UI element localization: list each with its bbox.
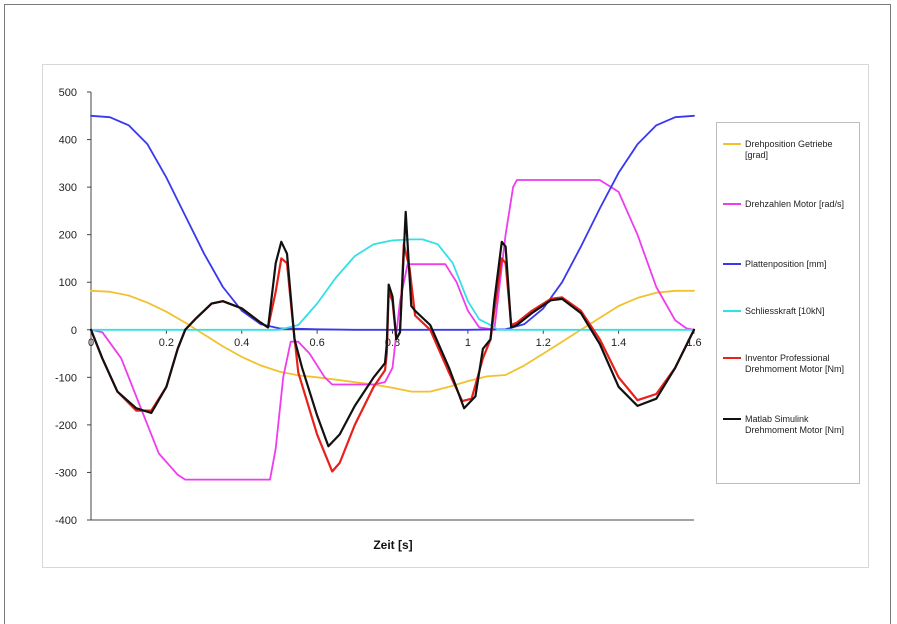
y-tick-label: 100 bbox=[59, 277, 77, 289]
x-tick-label: 0.4 bbox=[234, 337, 249, 349]
legend-label: Drehzahlen Motor [rad/s] bbox=[745, 199, 845, 209]
y-tick-label: 400 bbox=[59, 135, 77, 147]
series-line-inventor-drehmoment bbox=[89, 243, 696, 473]
legend-label: Schliesskraft [10kN] bbox=[745, 306, 825, 316]
legend-label: Matlab Simulink Drehmoment Motor [Nm] bbox=[745, 414, 845, 435]
series-line-matlab-drehmoment bbox=[89, 210, 696, 448]
legend-label: Drehposition Getriebe [grad] bbox=[745, 139, 833, 160]
y-tick-label: 200 bbox=[59, 230, 77, 242]
series-line-plattenposition bbox=[90, 114, 695, 331]
plot-layer: -400 -300 -200 -100 0 100 200 300 400 500 0 0.2 0.4 0… bbox=[55, 87, 702, 527]
legend-label: Inventor Professional Drehmoment Motor [… bbox=[745, 353, 845, 374]
y-tick-label: 500 bbox=[59, 87, 77, 99]
x-tick-label: 0 bbox=[88, 337, 94, 349]
y-tick-label: 300 bbox=[59, 182, 77, 194]
y-tick-label: -400 bbox=[55, 515, 77, 527]
y-tick-label: -100 bbox=[55, 372, 77, 384]
x-axis-title: Zeit [s] bbox=[373, 538, 412, 552]
y-tick-label: 0 bbox=[71, 325, 77, 337]
x-tick-label: 0.6 bbox=[309, 337, 324, 349]
y-tick-label: -200 bbox=[55, 420, 77, 432]
legend-swatch bbox=[723, 203, 741, 205]
legend-swatch bbox=[723, 143, 741, 145]
legend: Drehposition Getriebe [grad] Drehzahlen … bbox=[716, 122, 860, 484]
y-tick-label: -300 bbox=[55, 467, 77, 479]
x-tick-label: 1 bbox=[465, 337, 471, 349]
series-line-drehzahlen bbox=[90, 179, 695, 481]
x-tick-label: 0.2 bbox=[159, 337, 174, 349]
x-tick-label: 1.4 bbox=[611, 337, 626, 349]
legend-swatch bbox=[723, 357, 741, 359]
legend-swatch bbox=[723, 418, 741, 420]
legend-swatch bbox=[723, 263, 741, 265]
legend-label: Plattenposition [mm] bbox=[745, 259, 827, 269]
series-line-schliesskraft bbox=[90, 238, 695, 331]
x-tick-label: 1.2 bbox=[536, 337, 551, 349]
legend-swatch bbox=[723, 310, 741, 312]
series-line-drehposition bbox=[90, 289, 695, 393]
outer-frame bbox=[4, 4, 891, 624]
